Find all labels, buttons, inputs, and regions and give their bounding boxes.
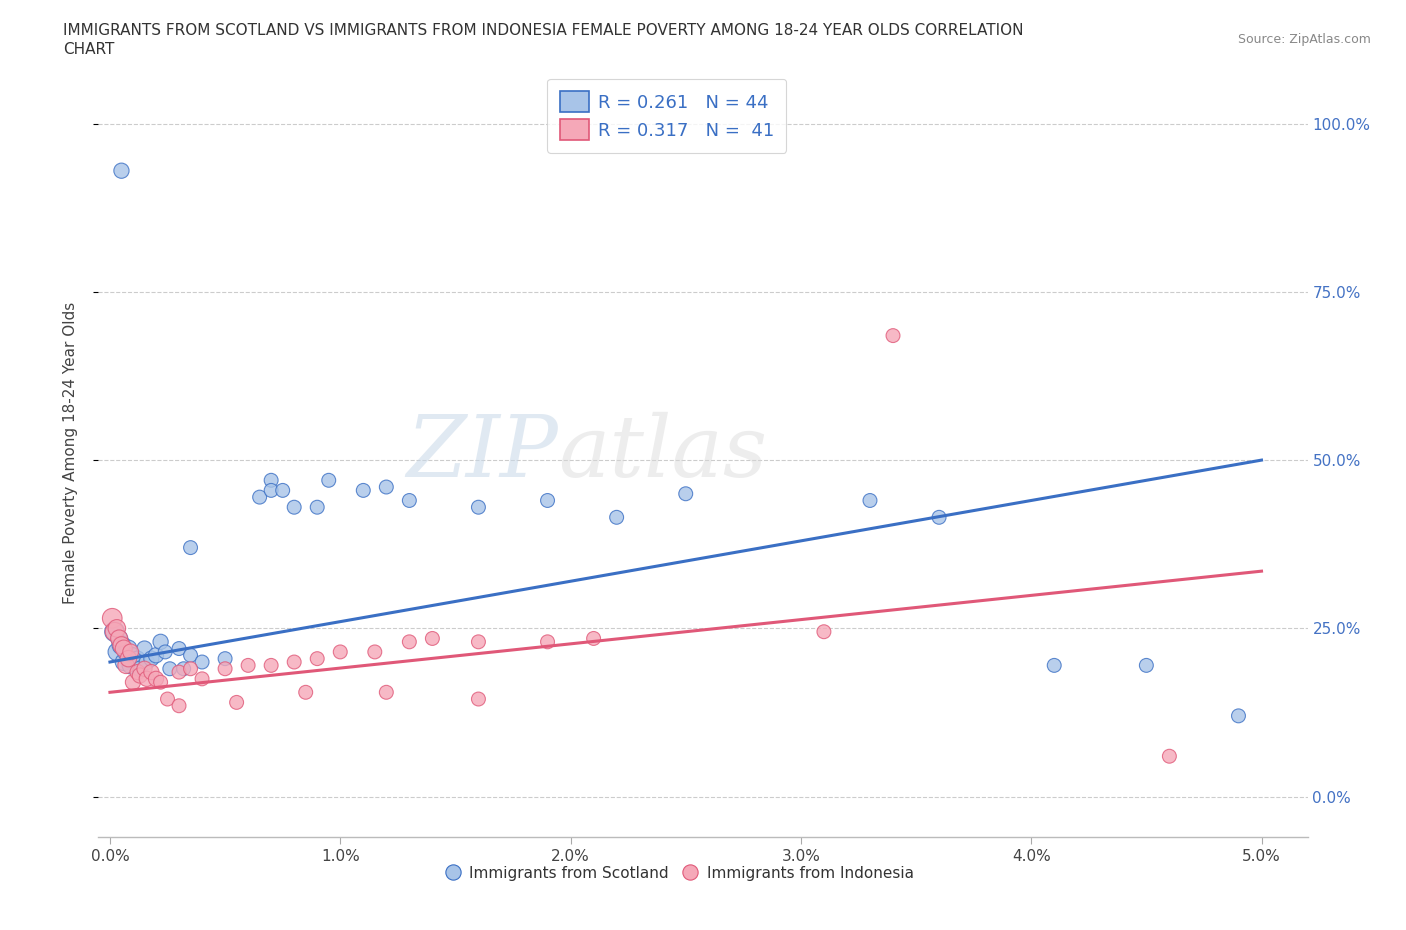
Point xyxy=(260,472,283,487)
Point xyxy=(149,675,172,690)
Point xyxy=(135,655,157,670)
Point xyxy=(249,490,271,505)
Point xyxy=(156,692,179,707)
Point xyxy=(467,692,489,707)
Point xyxy=(127,651,149,666)
Point xyxy=(928,510,950,525)
Point xyxy=(101,611,124,626)
Point xyxy=(135,671,157,686)
Text: atlas: atlas xyxy=(558,412,768,495)
Point xyxy=(141,665,163,680)
Point xyxy=(112,641,135,656)
Point xyxy=(180,540,202,555)
Point xyxy=(536,493,558,508)
Point xyxy=(110,638,132,653)
Point xyxy=(283,499,305,514)
Point xyxy=(120,644,142,659)
Point xyxy=(117,641,139,656)
Point xyxy=(1159,749,1181,764)
Point xyxy=(536,634,558,649)
Point xyxy=(173,661,195,676)
Point xyxy=(606,510,628,525)
Point xyxy=(582,631,605,646)
Point xyxy=(398,634,420,649)
Point xyxy=(375,480,398,495)
Point xyxy=(108,631,131,646)
Point xyxy=(127,665,149,680)
Point xyxy=(318,472,340,487)
Point xyxy=(122,675,145,690)
Point xyxy=(128,661,150,676)
Point xyxy=(260,658,283,672)
Point xyxy=(103,624,125,639)
Point xyxy=(115,644,138,659)
Point xyxy=(225,695,247,710)
Point xyxy=(422,631,444,646)
Point xyxy=(167,698,190,713)
Point xyxy=(103,624,125,639)
Point xyxy=(115,658,138,672)
Point xyxy=(1043,658,1066,672)
Y-axis label: Female Poverty Among 18-24 Year Olds: Female Poverty Among 18-24 Year Olds xyxy=(63,302,77,604)
Point xyxy=(675,486,697,501)
Point xyxy=(271,483,294,498)
Point xyxy=(128,668,150,683)
Point xyxy=(105,621,128,636)
Point xyxy=(167,665,190,680)
Point xyxy=(180,661,202,676)
Point xyxy=(467,634,489,649)
Legend: Immigrants from Scotland, Immigrants from Indonesia: Immigrants from Scotland, Immigrants fro… xyxy=(437,859,921,887)
Point xyxy=(155,644,177,659)
Point xyxy=(352,483,374,498)
Point xyxy=(180,648,202,663)
Point xyxy=(145,671,167,686)
Point xyxy=(882,328,904,343)
Point xyxy=(283,655,305,670)
Point xyxy=(145,648,167,663)
Point xyxy=(214,661,236,676)
Point xyxy=(134,661,156,676)
Point xyxy=(1135,658,1157,672)
Point xyxy=(110,164,132,179)
Point xyxy=(159,661,181,676)
Point xyxy=(191,671,214,686)
Point xyxy=(859,493,882,508)
Point xyxy=(329,644,352,659)
Point xyxy=(167,641,190,656)
Point xyxy=(364,644,387,659)
Point xyxy=(122,648,145,663)
Point xyxy=(134,641,156,656)
Point xyxy=(375,684,398,699)
Point xyxy=(307,651,329,666)
Point xyxy=(108,631,131,646)
Point xyxy=(214,651,236,666)
Point xyxy=(307,499,329,514)
Point xyxy=(467,499,489,514)
Point xyxy=(191,655,214,670)
Point xyxy=(120,658,142,672)
Point xyxy=(149,634,172,649)
Point xyxy=(813,624,835,639)
Point xyxy=(112,655,135,670)
Text: ZIP: ZIP xyxy=(406,412,558,495)
Text: IMMIGRANTS FROM SCOTLAND VS IMMIGRANTS FROM INDONESIA FEMALE POVERTY AMONG 18-24: IMMIGRANTS FROM SCOTLAND VS IMMIGRANTS F… xyxy=(63,23,1024,38)
Point xyxy=(1227,709,1250,724)
Text: Source: ZipAtlas.com: Source: ZipAtlas.com xyxy=(1237,33,1371,46)
Text: CHART: CHART xyxy=(63,42,115,57)
Point xyxy=(294,684,316,699)
Point xyxy=(260,483,283,498)
Point xyxy=(141,651,163,666)
Point xyxy=(105,644,128,659)
Point xyxy=(398,493,420,508)
Point xyxy=(110,638,132,653)
Point xyxy=(236,658,259,672)
Point xyxy=(117,651,139,666)
